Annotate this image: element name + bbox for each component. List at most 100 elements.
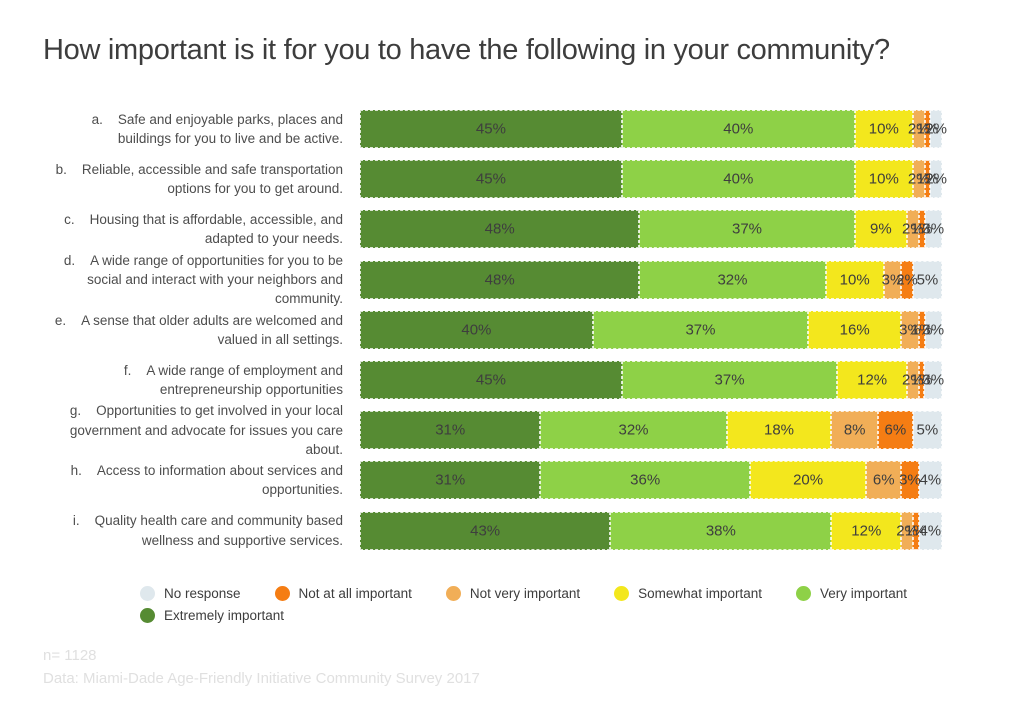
bar-segment-no-response: 3%	[922, 361, 945, 400]
stacked-bar: 43% 38% 12% 2% 1% 4%	[360, 511, 942, 550]
bar-segment-extremely-important: 48%	[360, 210, 640, 249]
legend-swatch-icon	[140, 586, 155, 601]
bar-segment-not-at-all-important: 1%	[905, 511, 927, 550]
segment-value-label: 12%	[851, 522, 882, 540]
legend-label: No response	[164, 586, 241, 601]
chart-row: i. Quality health care and community bas…	[43, 506, 958, 556]
chart-row: h. Access to information about services …	[43, 455, 958, 505]
segment-value-label: 45%	[475, 120, 506, 138]
segment-value-label: 48%	[484, 220, 515, 238]
segment-value-label: 3%	[881, 271, 904, 289]
bar-segment-no-response: 4%	[918, 461, 942, 500]
category-label: e. A sense that older adults are welcome…	[54, 312, 343, 347]
category-label: f. A wide range of employment and entrep…	[123, 362, 343, 398]
bar-segment-very-important: 38%	[610, 511, 832, 550]
segment-value-label: 10%	[839, 271, 870, 289]
bar-segment-no-response: 2%	[925, 160, 947, 199]
segment-value-label: 2%	[902, 371, 924, 389]
legend-label: Very important	[819, 586, 908, 601]
category-label: d. A wide range of opportunities for you…	[63, 252, 343, 307]
bar-segment-not-at-all-important: 1%	[917, 160, 938, 199]
bar-segment-no-response: 5%	[912, 260, 942, 299]
segment-value-label: 37%	[732, 220, 763, 238]
bar-segment-no-response: 3%	[922, 310, 945, 349]
bar-segment-not-very-important: 8%	[831, 411, 878, 450]
bar-segment-not-very-important: 2%	[896, 511, 918, 550]
segment-value-label: 1%	[904, 522, 927, 540]
bar-segment-somewhat-important: 10%	[825, 260, 884, 299]
category-label: c. Housing that is affordable, accessibl…	[64, 212, 343, 247]
bar-segment-not-at-all-important: 2%	[896, 260, 918, 299]
stacked-bar: 45% 40% 10% 2% 1% 2%	[360, 110, 947, 149]
chart-legend: No response Not at all important Not very …	[140, 586, 980, 630]
bar-segment-extremely-important: 31%	[360, 411, 541, 450]
chart-row: c. Housing that is affordable, accessibl…	[43, 204, 958, 254]
chart-row: b. Reliable, accessible and safe transpo…	[43, 154, 958, 204]
bar-segment-extremely-important: 48%	[360, 260, 640, 299]
bar-segment-not-very-important: 2%	[902, 361, 924, 400]
segment-value-label: 16%	[839, 321, 870, 339]
stacked-bar: 48% 37% 9% 2% 1% 3%	[360, 210, 944, 249]
chart-footer: n= 1128 Data: Miami-Dade Age-Friendly In…	[43, 645, 480, 690]
segment-value-label: 2%	[902, 220, 924, 238]
bar-segment-no-response: 2%	[925, 110, 947, 149]
segment-value-label: 3%	[922, 321, 945, 339]
legend-item-not-very-important: Not very important	[445, 586, 580, 601]
legend-row: Extremely important	[140, 608, 980, 623]
category-label: h. Access to information about services …	[70, 463, 343, 498]
segment-value-label: 4%	[919, 522, 942, 540]
segment-value-label: 31%	[435, 471, 466, 489]
bar-segment-somewhat-important: 10%	[854, 160, 913, 199]
bar-segment-very-important: 40%	[621, 160, 855, 199]
segment-value-label: 9%	[870, 220, 892, 238]
bar-segment-somewhat-important: 10%	[854, 110, 913, 149]
segment-value-label: 38%	[705, 522, 736, 540]
legend-swatch-icon	[445, 586, 461, 601]
stacked-bar: 48% 32% 10% 3% 2% 5%	[360, 260, 942, 299]
legend-label: Not at all important	[298, 586, 412, 601]
category-label: g. Opportunities to get involved in your…	[69, 403, 343, 457]
chart-row: e. A sense that older adults are welcome…	[43, 305, 958, 355]
bar-segment-very-important: 32%	[540, 411, 727, 450]
bar-segment-extremely-important: 40%	[360, 310, 593, 349]
legend-label: Extremely important	[164, 608, 285, 623]
segment-value-label: 1%	[916, 170, 939, 188]
segment-value-label: 4%	[919, 471, 942, 489]
bar-segment-very-important: 32%	[639, 260, 826, 299]
bar-segment-not-at-all-important: 6%	[877, 411, 913, 450]
segment-value-label: 5%	[916, 271, 939, 289]
segment-value-label: 3%	[922, 371, 945, 389]
chart-title: How important is it for you to have the …	[43, 34, 890, 66]
bar-segment-somewhat-important: 16%	[808, 310, 902, 349]
bar-segment-somewhat-important: 20%	[749, 461, 867, 500]
bar-segment-very-important: 40%	[621, 110, 855, 149]
segment-value-label: 48%	[484, 271, 515, 289]
segment-value-label: 45%	[475, 371, 506, 389]
segment-value-label: 32%	[717, 271, 748, 289]
stacked-bar: 45% 37% 12% 2% 1% 3%	[360, 361, 945, 400]
bar-segment-somewhat-important: 12%	[837, 361, 908, 400]
bar-segment-extremely-important: 45%	[360, 110, 622, 149]
legend-item-no-response: No response	[140, 586, 241, 601]
segment-value-label: 43%	[470, 522, 501, 540]
segment-value-label: 2%	[896, 271, 918, 289]
bar-segment-not-very-important: 2%	[908, 110, 930, 149]
segment-value-label: 2%	[907, 170, 930, 188]
bar-segment-not-at-all-important: 3%	[899, 461, 921, 500]
segment-value-label: 12%	[857, 371, 888, 389]
segment-value-label: 6%	[872, 471, 895, 489]
bar-segment-very-important: 36%	[540, 461, 750, 500]
bar-segment-extremely-important: 31%	[360, 461, 541, 500]
data-source: Data: Miami-Dade Age-Friendly Initiative…	[43, 669, 480, 687]
bar-segment-not-at-all-important: 1%	[917, 110, 938, 149]
legend-item-extremely-important: Extremely important	[140, 608, 284, 623]
bar-segment-extremely-important: 43%	[360, 511, 611, 550]
legend-swatch-icon	[140, 608, 155, 623]
segment-value-label: 37%	[714, 371, 745, 389]
bar-segment-not-at-all-important: 1%	[911, 361, 932, 400]
stacked-bar: 40% 37% 16% 3% 1% 3%	[360, 310, 945, 349]
bar-segment-very-important: 37%	[592, 310, 809, 349]
chart-rows: a. Safe and enjoyable parks, places and …	[43, 104, 958, 556]
segment-value-label: 40%	[723, 170, 754, 188]
